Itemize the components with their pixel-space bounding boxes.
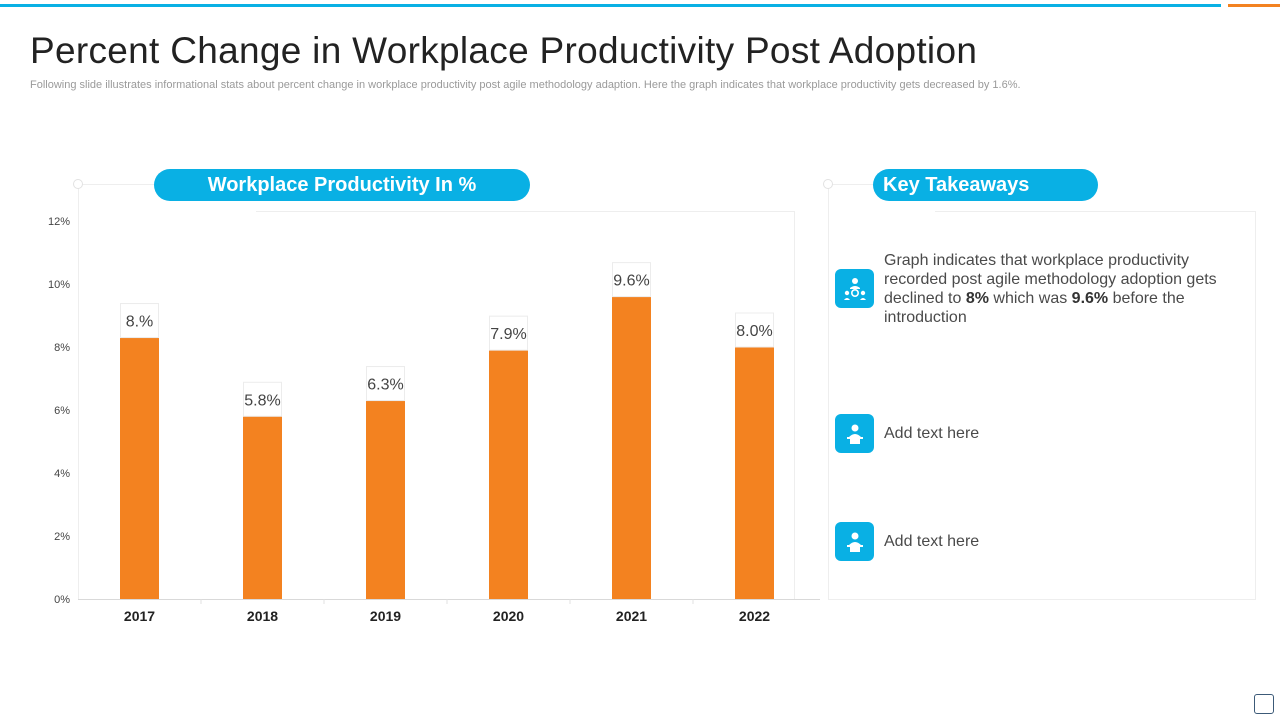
chart-panel-inner-top-border xyxy=(256,211,794,212)
chart-heading: Workplace Productivity In % xyxy=(154,169,530,201)
data-label: 7.9% xyxy=(490,326,526,343)
chart-panel-corner-dot xyxy=(73,179,83,189)
bar xyxy=(735,347,774,599)
presenter-icon xyxy=(835,414,874,453)
team-icon xyxy=(835,269,874,308)
chart-panel-left-border xyxy=(78,184,79,600)
takeaway-item-2: Add text here xyxy=(835,414,1224,453)
data-label-box xyxy=(243,381,282,417)
x-tick-label: 2022 xyxy=(739,608,770,624)
bar-chart: 0% 2% 4% 6% 8% 10% 12% 8.% 2017 5.8% 2018 6.3% 2019 7… xyxy=(48,216,820,624)
takeaways-panel-bottom-border xyxy=(828,599,1256,600)
y-tick-label: 4% xyxy=(54,468,70,480)
x-tick-label: 2019 xyxy=(370,608,401,624)
data-label-box xyxy=(120,303,159,339)
y-tick-label: 10% xyxy=(48,279,70,291)
y-tick-label: 0% xyxy=(54,594,70,606)
takeaways-panel-right-border xyxy=(1255,211,1256,600)
data-label-box xyxy=(735,312,774,348)
data-label: 9.6% xyxy=(613,273,649,290)
takeaway-text-3: Add text here xyxy=(884,533,980,550)
takeaways-panel-top-border xyxy=(828,184,873,185)
takeaway-text-1: Graph indicates that workplace productiv… xyxy=(884,252,1217,326)
y-tick-label: 8% xyxy=(54,342,70,354)
bar xyxy=(243,416,282,599)
chart-panel-top-border xyxy=(78,184,154,185)
bar xyxy=(120,337,159,599)
slide-nav-button[interactable] xyxy=(1254,694,1274,714)
y-tick-label: 6% xyxy=(54,405,70,417)
takeaways-panel-corner-dot xyxy=(823,179,833,189)
data-label: 6.3% xyxy=(367,377,403,394)
data-label-box xyxy=(489,315,528,351)
takeaway-item-3: Add text here xyxy=(835,522,1224,561)
page-title: Percent Change in Workplace Productivity… xyxy=(30,30,978,71)
page-subtitle: Following slide illustrates informationa… xyxy=(30,79,1021,91)
bar xyxy=(489,350,528,599)
chart-panel-right-border xyxy=(794,211,795,600)
x-tick-label: 2020 xyxy=(493,608,524,624)
y-tick-label: 2% xyxy=(54,531,70,543)
takeaways-panel-left-border xyxy=(828,184,829,600)
takeaway-text-2: Add text here xyxy=(884,425,980,442)
data-label-box xyxy=(366,366,405,402)
top-accent-bar xyxy=(0,4,1221,7)
presenter-icon xyxy=(835,522,874,561)
x-tick-label: 2018 xyxy=(247,608,278,624)
data-label: 8.% xyxy=(126,314,154,331)
x-tick-label: 2017 xyxy=(124,608,155,624)
bar xyxy=(366,400,405,599)
top-accent-bar-orange xyxy=(1228,4,1280,7)
takeaway-item-1: Graph indicates that workplace productiv… xyxy=(835,251,1224,327)
data-label-box xyxy=(612,262,651,298)
y-tick-label: 12% xyxy=(48,216,70,228)
takeaways-panel-inner-top-border xyxy=(935,211,1255,212)
data-label: 5.8% xyxy=(244,392,280,409)
x-tick-label: 2021 xyxy=(616,608,647,624)
bar xyxy=(612,296,651,599)
takeaways-heading: Key Takeaways xyxy=(873,169,1098,201)
data-label: 8.0% xyxy=(736,323,772,340)
